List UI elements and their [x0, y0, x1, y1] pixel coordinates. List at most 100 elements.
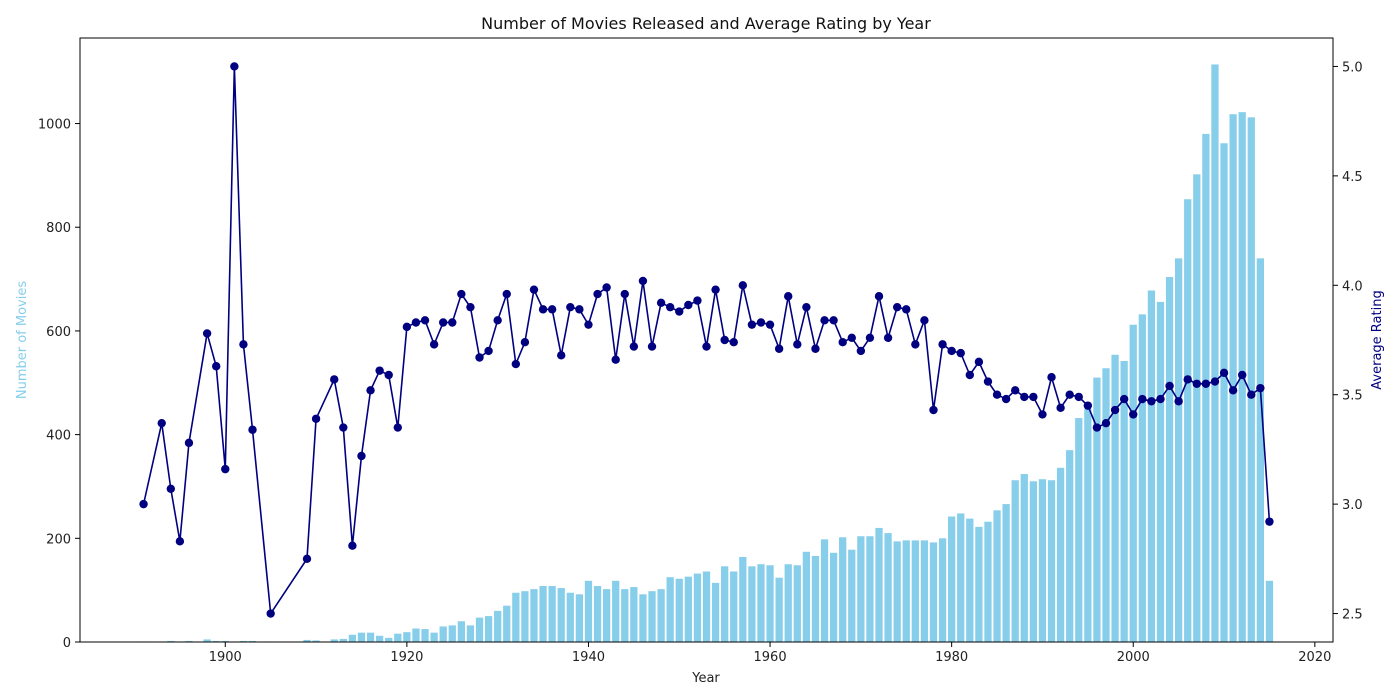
rating-point-1975 — [902, 305, 911, 314]
y-left-tick-label-800: 800 — [46, 221, 71, 236]
rating-point-2007 — [1192, 379, 1202, 388]
bar-1978 — [929, 542, 938, 642]
rating-point-2002 — [1147, 397, 1156, 406]
bar-1967 — [829, 552, 838, 642]
bar-1966 — [820, 539, 829, 642]
rating-point-1968 — [838, 337, 847, 347]
bar-1997 — [1102, 368, 1110, 642]
rating-point-2009 — [1210, 377, 1220, 386]
rating-point-1987 — [1011, 386, 1020, 395]
rating-point-1971 — [865, 333, 875, 343]
rating-point-1976 — [911, 340, 920, 349]
bar-1912 — [330, 639, 338, 642]
bar-1945 — [630, 587, 638, 642]
bar-1917 — [376, 635, 384, 642]
x-tick-label-1960: 1960 — [754, 650, 787, 665]
rating-point-1945 — [629, 342, 639, 351]
plot-frame — [79, 37, 1334, 643]
rating-point-1972 — [874, 292, 884, 301]
bar-1991 — [1047, 480, 1056, 642]
rating-point-1965 — [811, 344, 820, 353]
rating-point-1935 — [538, 305, 548, 314]
rating-point-1947 — [647, 342, 657, 351]
rating-point-1914 — [348, 541, 357, 550]
bar-1923 — [430, 632, 438, 642]
bar-2009 — [1211, 64, 1219, 642]
bar-1943 — [612, 580, 620, 642]
bar-1953 — [702, 571, 711, 642]
bar-1998 — [1111, 354, 1119, 642]
bar-1898 — [203, 639, 211, 642]
bar-1936 — [548, 586, 556, 642]
rating-point-2005 — [1174, 397, 1183, 406]
bar-1954 — [711, 582, 720, 642]
bar-1941 — [593, 586, 602, 642]
bar-2014 — [1256, 258, 1264, 642]
bar-1971 — [866, 536, 874, 642]
rating-point-1958 — [747, 320, 757, 329]
rating-point-1898 — [202, 329, 212, 338]
rating-point-2013 — [1247, 390, 1256, 399]
bar-1922 — [421, 629, 429, 642]
y-left-tick-label-400: 400 — [46, 429, 71, 444]
rating-point-1894 — [166, 484, 175, 494]
bar-1938 — [566, 592, 574, 642]
bar-1995 — [1084, 408, 1092, 642]
bar-1981 — [957, 513, 965, 642]
rating-point-1982 — [965, 370, 975, 380]
bar-1896 — [185, 640, 193, 642]
bar-1900 — [221, 640, 229, 642]
y-left-tick-label-200: 200 — [46, 532, 71, 547]
rating-point-1995 — [1083, 401, 1093, 410]
rating-point-1959 — [756, 318, 766, 327]
rating-point-1942 — [602, 283, 611, 292]
bar-1963 — [793, 565, 801, 642]
bar-1959 — [757, 564, 765, 642]
y-right-tick-label-2: 3.5 — [1342, 389, 1363, 404]
bar-2007 — [1193, 174, 1201, 642]
bar-1914 — [348, 634, 357, 642]
rating-point-1962 — [784, 292, 793, 301]
rating-point-2006 — [1183, 375, 1192, 384]
rating-point-1896 — [184, 438, 194, 448]
rating-point-1996 — [1092, 423, 1102, 432]
bar-1947 — [648, 591, 656, 642]
bar-1903 — [248, 640, 257, 642]
rating-point-1967 — [829, 316, 838, 325]
rating-point-1940 — [584, 320, 593, 329]
bar-1968 — [839, 537, 847, 642]
bar-2002 — [1147, 290, 1156, 642]
bars-layer — [139, 64, 1274, 643]
bar-1909 — [303, 639, 311, 642]
rating-point-2008 — [1201, 379, 1211, 388]
x-tick-label-2020: 2020 — [1298, 650, 1331, 665]
rating-point-2014 — [1256, 383, 1265, 393]
bar-1960 — [766, 565, 774, 642]
bar-1939 — [575, 594, 584, 642]
rating-point-1946 — [638, 276, 648, 286]
bar-1918 — [385, 637, 393, 642]
x-tick-label-1920: 1920 — [390, 650, 423, 665]
rating-point-2010 — [1219, 368, 1229, 378]
bar-1934 — [530, 589, 538, 642]
rating-point-1999 — [1119, 394, 1129, 404]
rating-point-1998 — [1110, 405, 1120, 415]
rating-point-1984 — [983, 377, 993, 386]
bar-1927 — [466, 625, 475, 642]
bar-1921 — [412, 628, 420, 642]
rating-point-1985 — [992, 390, 1002, 399]
rating-point-1960 — [765, 320, 775, 329]
rating-point-1936 — [547, 305, 557, 314]
rating-point-1923 — [429, 340, 439, 349]
rating-point-1983 — [974, 357, 984, 367]
bar-1951 — [684, 576, 692, 642]
bar-1970 — [857, 536, 865, 642]
bar-1999 — [1120, 361, 1128, 642]
bar-1988 — [1020, 474, 1028, 642]
bar-1989 — [1029, 481, 1037, 642]
bar-1987 — [1011, 480, 1019, 642]
rating-point-1993 — [1065, 390, 1074, 399]
bar-1926 — [457, 621, 465, 642]
bar-2000 — [1129, 324, 1137, 642]
rating-point-1988 — [1020, 392, 1029, 402]
